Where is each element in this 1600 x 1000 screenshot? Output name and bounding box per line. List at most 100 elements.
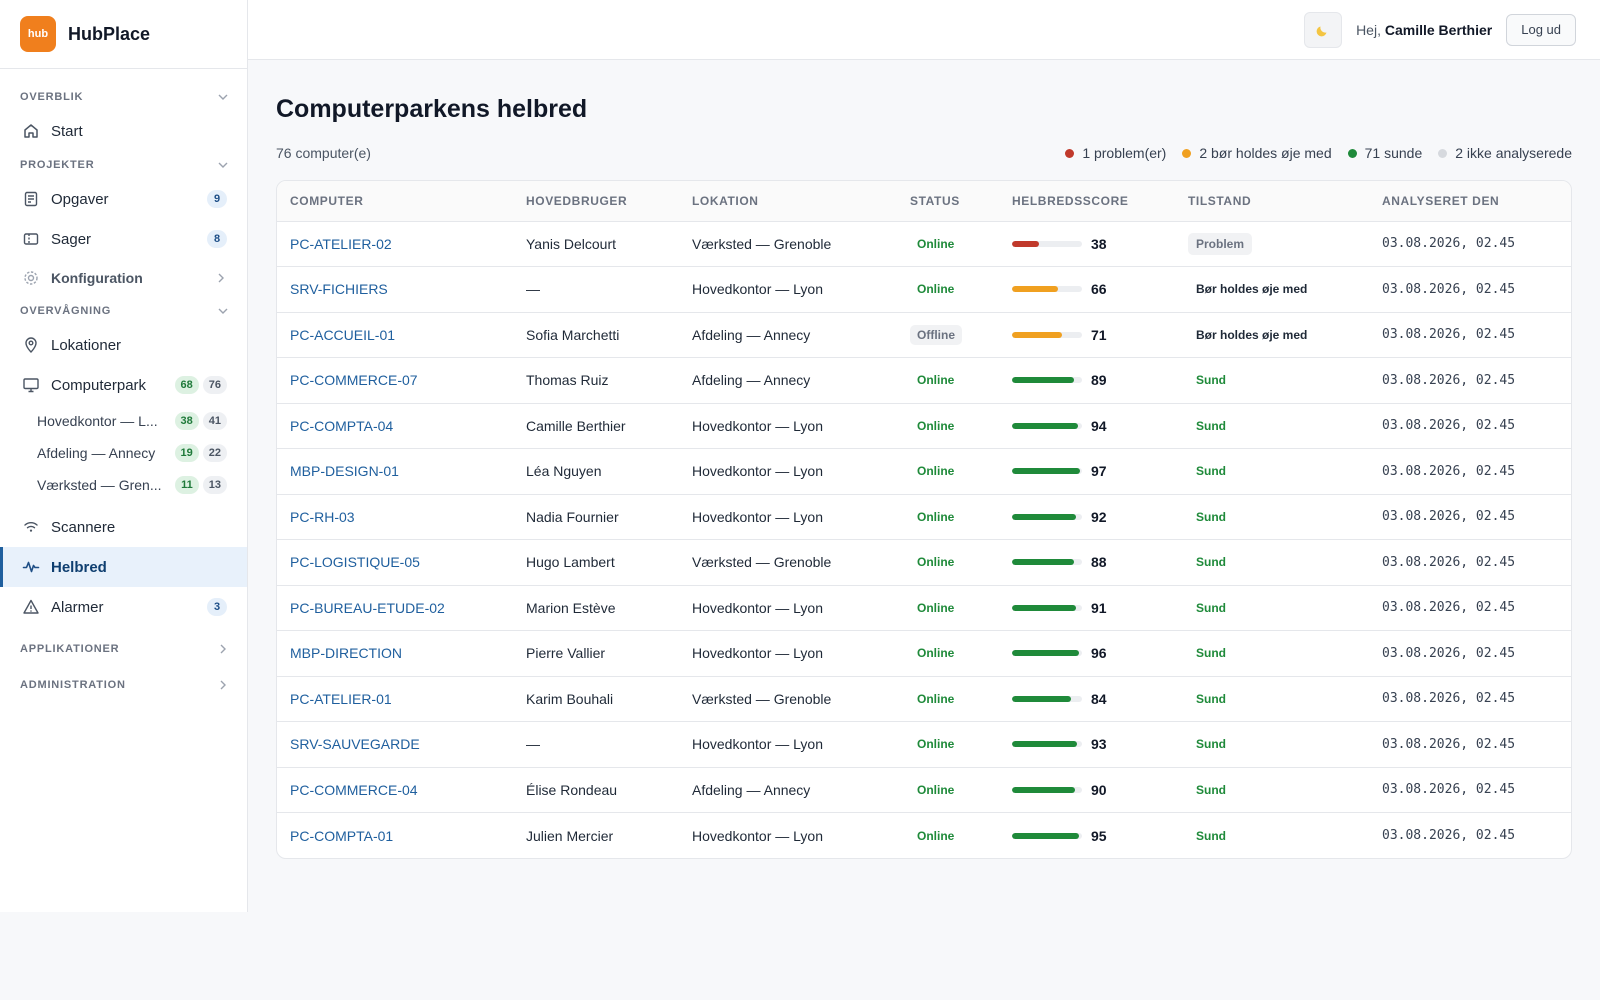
section-apps[interactable]: APPLIKATIONER	[0, 635, 247, 663]
column-header[interactable]: LOKATION	[679, 181, 897, 222]
score-bar-fill	[1012, 422, 1078, 429]
column-header[interactable]: HELBREDSSCORE	[999, 181, 1175, 222]
table-row[interactable]: PC-LOGISTIQUE-05 Hugo Lambert Værksted — G…	[277, 539, 1571, 586]
computer-link[interactable]: PC-COMPTA-01	[290, 827, 394, 844]
condition-cell: Sund	[1175, 539, 1369, 586]
status-cell: Online	[897, 767, 999, 813]
score-value: 84	[1091, 690, 1107, 707]
sidebar-item-label: Sager	[51, 230, 92, 248]
score-bar	[1012, 422, 1082, 429]
sidebar-item-scanners[interactable]: Scannere	[0, 507, 247, 547]
sidebar-item-start[interactable]: Start	[0, 111, 247, 151]
primary-user: Pierre Vallier	[513, 630, 679, 677]
user-name: Camille Berthier	[1384, 21, 1493, 38]
condition-badge: Sund	[1196, 737, 1226, 752]
computer-link[interactable]: MBP-DIRECTION	[277, 630, 513, 677]
table-row[interactable]: PC-BUREAU-ETUDE-02 Marion Estève Hovedkont…	[277, 585, 1571, 631]
table-row[interactable]: PC-ATELIER-02 Yanis Delcourt Værksted — Gr…	[277, 221, 1571, 267]
computer-link[interactable]: PC-ATELIER-01	[277, 676, 513, 722]
computer-link[interactable]: SRV-FICHIERS	[277, 266, 513, 313]
computer-link[interactable]: PC-COMMERCE-07	[277, 357, 513, 404]
theme-toggle-button[interactable]	[1304, 11, 1343, 48]
section-admin[interactable]: ADMINISTRATION	[0, 671, 247, 699]
computer-link[interactable]: PC-COMMERCE-04	[277, 767, 513, 813]
computer-link[interactable]: PC-BUREAU-ETUDE-02	[277, 585, 513, 631]
status-cell: Online	[897, 357, 999, 404]
section-monitoring-label: OVERVÅGNING	[20, 305, 112, 317]
computer-link[interactable]: SRV-SAUVEGARDE	[277, 721, 513, 768]
legend-dot	[1438, 148, 1448, 158]
status-badge: Online	[917, 373, 955, 388]
column-header[interactable]: STATUS	[897, 181, 999, 222]
brand[interactable]: hub HubPlace	[0, 0, 247, 69]
status-badge: Online	[917, 418, 955, 433]
table-row[interactable]: PC-COMMERCE-07 Thomas Ruiz Afdeling — Anne…	[277, 357, 1571, 404]
computer-link[interactable]: PC-COMPTA-04	[277, 403, 513, 449]
score-value: 88	[1091, 554, 1107, 571]
table-row[interactable]: PC-COMPTA-01 Julien Mercier Hovedkontor — …	[277, 813, 1571, 859]
status-cell: Online	[897, 630, 999, 677]
condition-badge: Sund	[1196, 373, 1226, 388]
analyzed-date: 03.08.2026, 02.45	[1369, 221, 1571, 267]
score-bar-fill	[1012, 695, 1071, 702]
sidebar-item-alarms[interactable]: Alarmer 3	[0, 587, 247, 627]
legend-label: 1 problem(er)	[1082, 145, 1167, 161]
condition-cell: Sund	[1175, 448, 1369, 495]
analyzed-date: 03.08.2026, 02.45	[1369, 357, 1571, 404]
status-cell: Online	[897, 539, 999, 586]
health-score: 91	[1012, 600, 1162, 616]
section-projects[interactable]: PROJEKTER	[0, 151, 247, 179]
table-row[interactable]: SRV-FICHIERS — Hovedkontor — Lyon Online 66 B…	[277, 266, 1571, 313]
analyzed-date: 03.08.2026, 02.45	[1369, 585, 1571, 631]
column-header[interactable]: TILSTAND	[1175, 181, 1369, 222]
analyzed-date: 03.08.2026, 02.45	[1369, 767, 1571, 813]
sidebar-item-locations[interactable]: Lokationer	[0, 325, 247, 365]
sidebar-item-health[interactable]: Helbred	[0, 547, 247, 587]
table-row[interactable]: PC-COMPTA-04 Camille Berthier Hovedkontor …	[277, 403, 1571, 449]
computer-link[interactable]: PC-ATELIER-02	[277, 221, 513, 267]
location: Afdeling — Annecy	[679, 312, 897, 358]
sidebar-item-cases[interactable]: Sager 8	[0, 219, 247, 259]
computer-link[interactable]: PC-ACCUEIL-01	[277, 312, 513, 358]
score-bar-fill	[1012, 604, 1076, 611]
section-monitoring[interactable]: OVERVÅGNING	[0, 297, 247, 325]
greeting-prefix: Hej,	[1356, 21, 1381, 38]
column-header[interactable]: ANALYSERET DEN	[1369, 181, 1571, 222]
sidebar-subitem-location[interactable]: Værksted — Gren... 11 13	[0, 469, 247, 501]
sidebar-subitem-location[interactable]: Afdeling — Annecy 19 22	[0, 437, 247, 469]
health-score-cell: 89	[999, 357, 1175, 404]
health-score: 38	[1012, 236, 1162, 252]
table-row[interactable]: MBP-DIRECTION Pierre Vallier Hovedkontor —…	[277, 630, 1571, 677]
primary-user: Karim Bouhali	[513, 676, 679, 722]
logout-button[interactable]: Log ud	[1506, 13, 1576, 46]
sidebar-item-tasks[interactable]: Opgaver 9	[0, 179, 247, 219]
table-row[interactable]: PC-ACCUEIL-01 Sofia Marchetti Afdeling — A…	[277, 312, 1571, 358]
table-row[interactable]: PC-RH-03 Nadia Fournier Hovedkontor — Lyon…	[277, 494, 1571, 540]
sidebar-item-fleet[interactable]: Computerpark 68 76	[0, 365, 247, 405]
sidebar-subitem-location[interactable]: Hovedkontor — L... 38 41	[0, 405, 247, 437]
score-value: 94	[1091, 417, 1107, 434]
health-score-cell: 71	[999, 312, 1175, 358]
health-score: 94	[1012, 418, 1162, 434]
computer-link[interactable]: PC-LOGISTIQUE-05	[277, 539, 513, 586]
home-icon	[24, 124, 38, 138]
table-row[interactable]: PC-COMMERCE-04 Élise Rondeau Afdeling — An…	[277, 767, 1571, 813]
score-value: 71	[1091, 326, 1107, 343]
primary-user: Sofia Marchetti	[513, 312, 679, 358]
health-score-cell: 95	[999, 813, 1175, 859]
computer-link[interactable]: MBP-DESIGN-01	[277, 448, 513, 495]
table-row[interactable]: PC-ATELIER-01 Karim Bouhali Værksted — Gre…	[277, 676, 1571, 722]
section-overview[interactable]: OVERBLIK	[0, 83, 247, 111]
table-row[interactable]: SRV-SAUVEGARDE — Hovedkontor — Lyon Online 9…	[277, 721, 1571, 768]
score-value: 90	[1091, 781, 1107, 798]
column-header[interactable]: HOVEDBRUGER	[513, 181, 679, 222]
score-bar-fill	[1012, 377, 1075, 384]
sidebar: hub HubPlace OVERBLIK Start PROJEKTER Op…	[0, 0, 248, 912]
computer-link[interactable]: PC-RH-03	[277, 494, 513, 540]
location: Hovedkontor — Lyon	[679, 448, 897, 495]
location: Hovedkontor — Lyon	[679, 403, 897, 449]
health-score-cell: 90	[999, 767, 1175, 813]
table-row[interactable]: MBP-DESIGN-01 Léa Nguyen Hovedkontor — Lyo…	[277, 448, 1571, 495]
column-header[interactable]: COMPUTER	[277, 181, 513, 222]
sidebar-item-config[interactable]: Konfiguration	[0, 259, 247, 297]
